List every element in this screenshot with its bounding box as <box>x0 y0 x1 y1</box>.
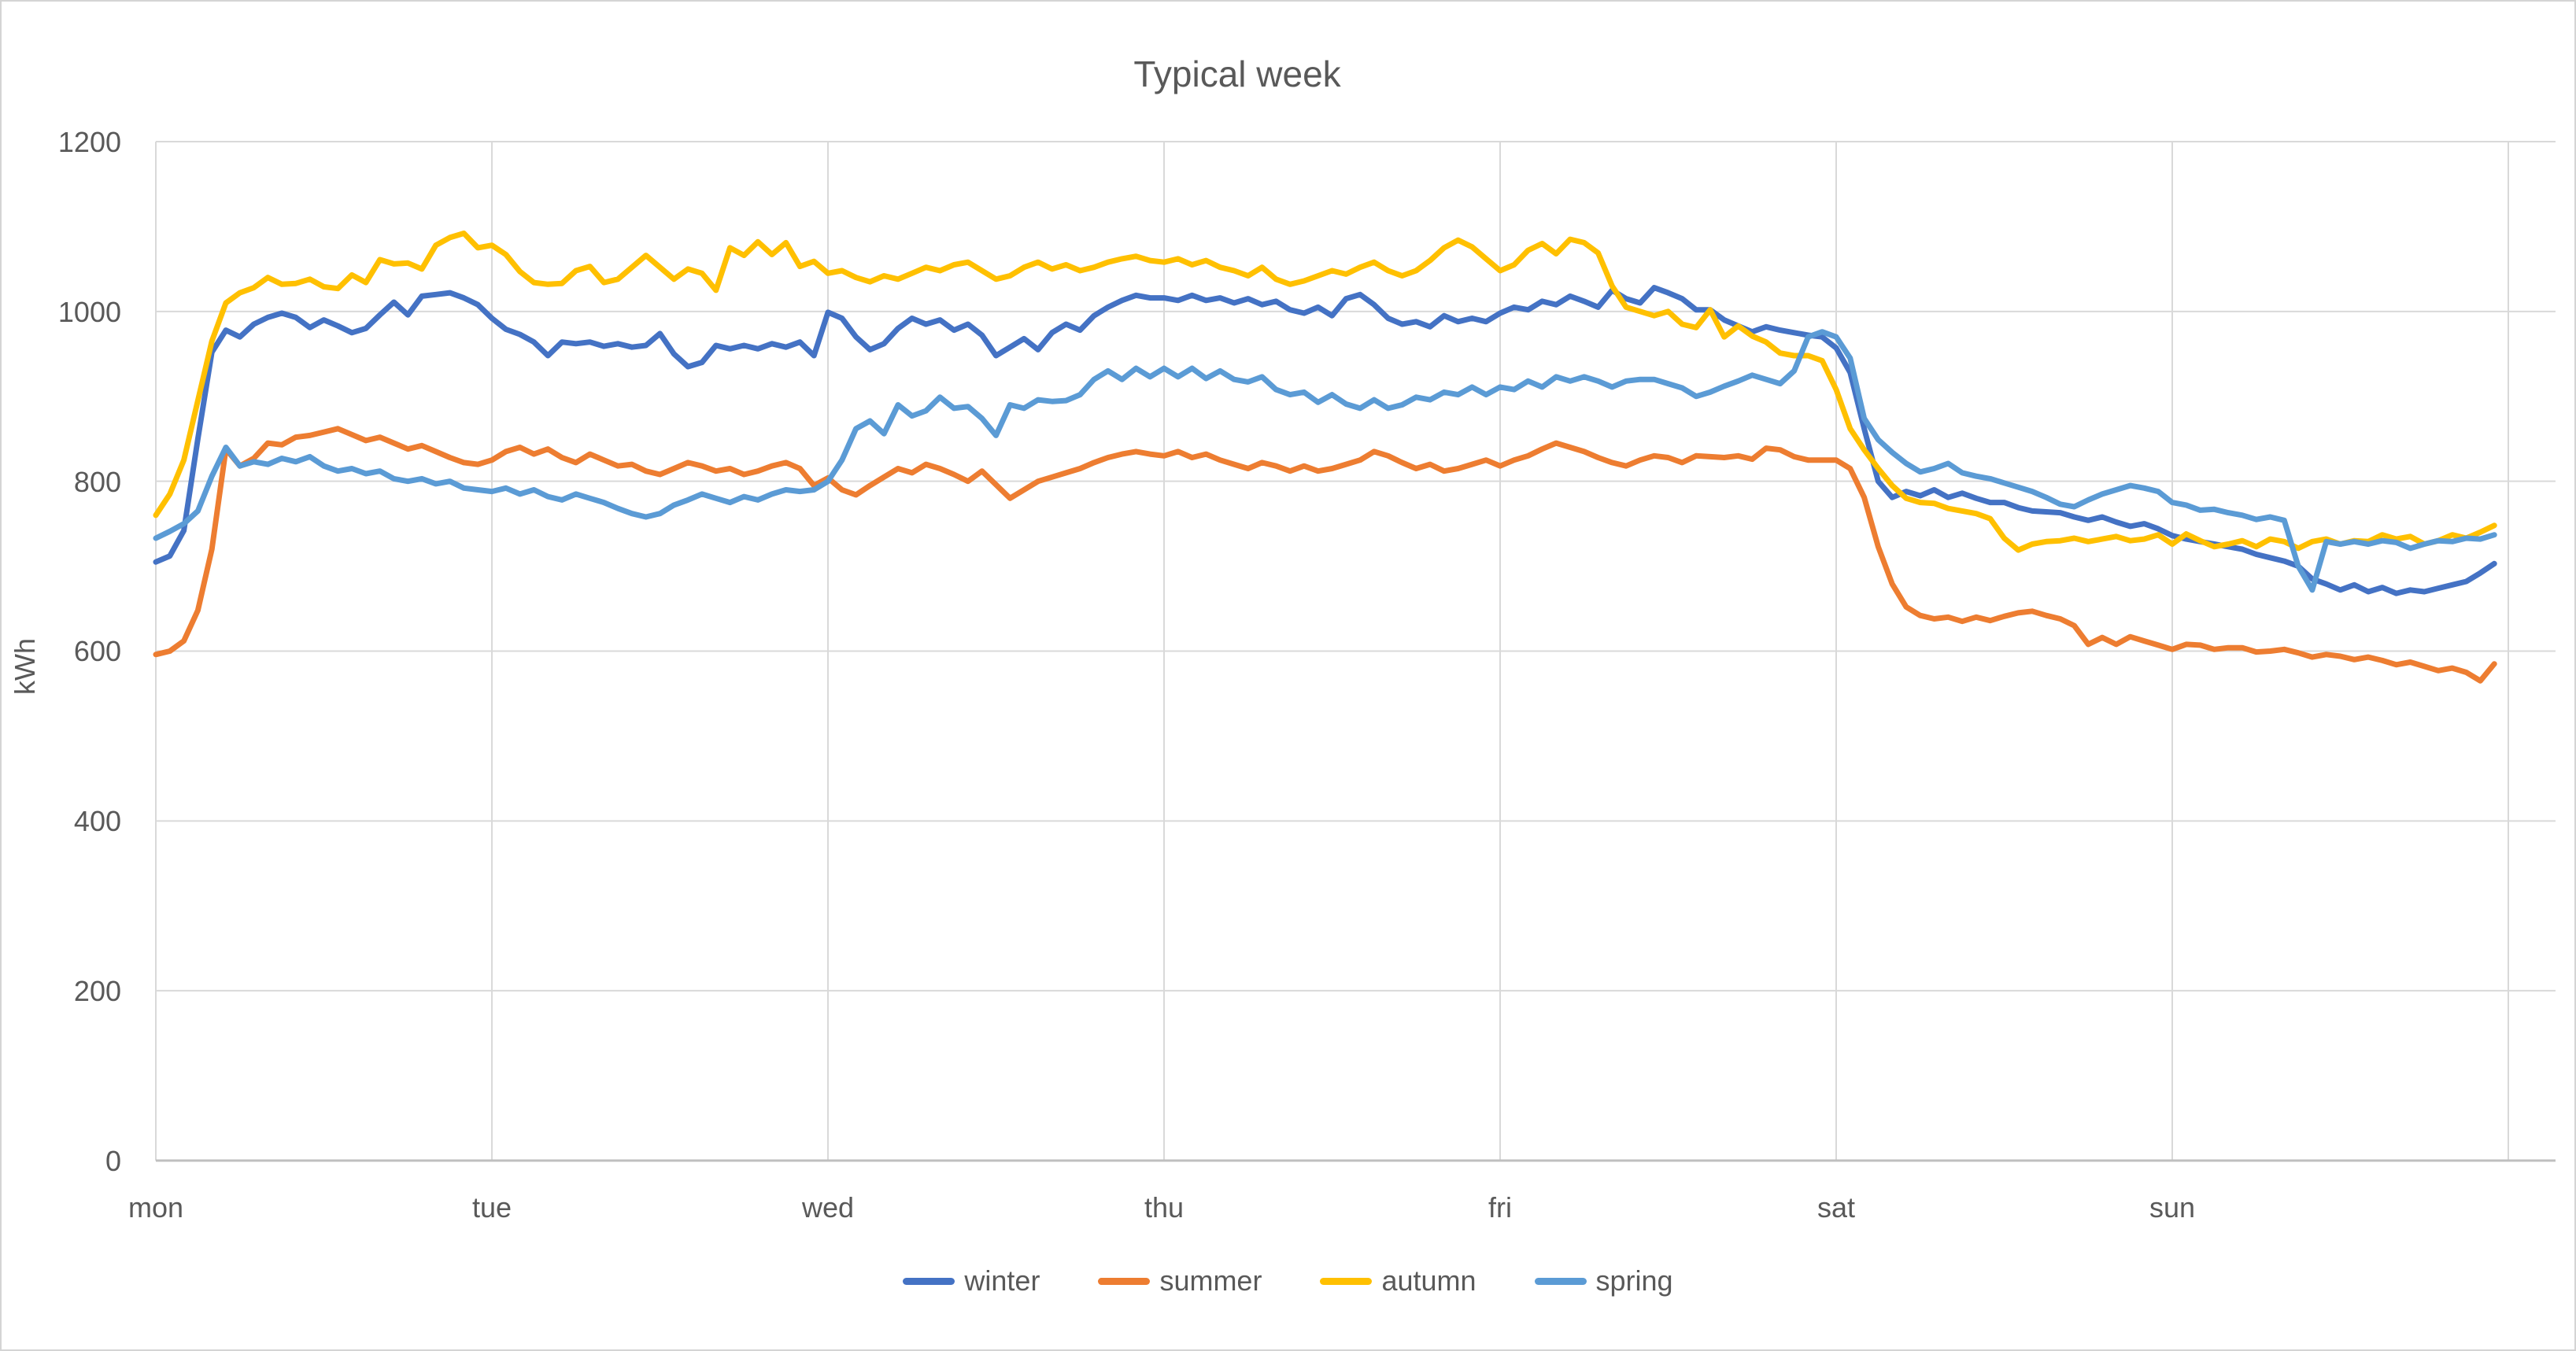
legend-item-winter: winter <box>903 1267 1040 1295</box>
y-tick-0: 0 <box>105 1145 121 1177</box>
y-tick-1200: 1200 <box>58 126 121 158</box>
legend-item-spring: spring <box>1534 1264 1673 1297</box>
y-axis-tick-labels: 0 200 400 600 800 1000 1200 <box>58 126 121 1177</box>
series-line-spring <box>153 329 2497 593</box>
x-tick-sat: sat <box>1817 1191 1855 1224</box>
chart-title: Typical week <box>1133 54 1341 94</box>
series-lines <box>153 231 2497 684</box>
x-tick-mon: mon <box>128 1191 183 1224</box>
y-tick-1000: 1000 <box>58 296 121 328</box>
x-tick-thu: thu <box>1144 1191 1184 1224</box>
y-tick-400: 400 <box>74 805 121 837</box>
legend-label-summer: summer <box>1159 1264 1262 1297</box>
legend-label-spring: spring <box>1595 1264 1673 1297</box>
x-tick-sun: sun <box>2149 1191 2195 1224</box>
summer-line-swatch-icon <box>1098 1277 1151 1285</box>
series-line-autumn <box>153 231 2497 553</box>
autumn-line-swatch-icon <box>1320 1277 1373 1285</box>
winter-line-swatch-icon <box>903 1277 955 1285</box>
series-line-winter <box>153 285 2497 596</box>
x-axis-tick-labels: mon tue wed thu fri sat sun <box>128 1191 2195 1224</box>
series-line-summer <box>153 426 2497 684</box>
legend-label-winter: winter <box>964 1264 1040 1297</box>
y-tick-200: 200 <box>74 975 121 1007</box>
legend-item-summer: summer <box>1098 1267 1262 1295</box>
y-axis-unit-label: kWh <box>9 638 41 695</box>
legend-item-autumn: autumn <box>1320 1267 1476 1295</box>
spring-line-swatch-icon <box>1534 1277 1587 1285</box>
y-tick-600: 600 <box>74 635 121 667</box>
chart-legend: winter summer autumn spring <box>2 1267 2574 1295</box>
x-tick-fri: fri <box>1488 1191 1512 1224</box>
x-tick-tue: tue <box>472 1191 512 1224</box>
legend-label-autumn: autumn <box>1381 1264 1476 1297</box>
y-tick-800: 800 <box>74 466 121 498</box>
x-tick-wed: wed <box>801 1191 854 1224</box>
